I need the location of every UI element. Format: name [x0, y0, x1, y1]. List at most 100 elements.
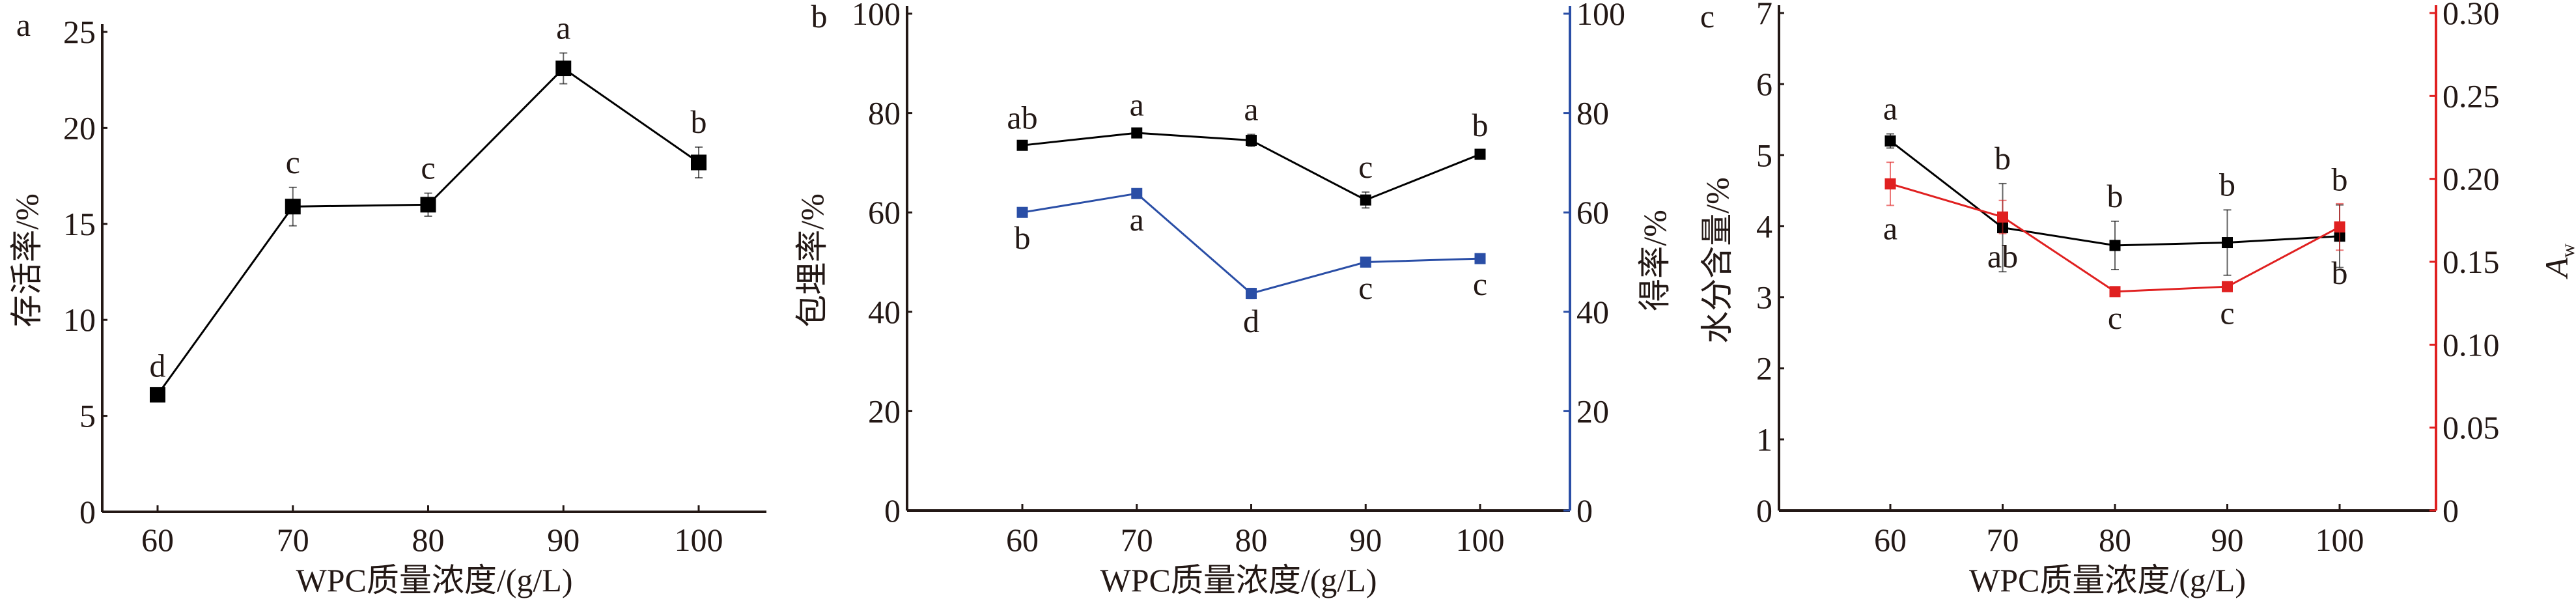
x-axis-label: WPC质量浓度/(g/L) — [1100, 562, 1377, 598]
y-tick-label: 6 — [1756, 66, 1772, 102]
x-tick-label: 70 — [277, 522, 309, 558]
significance-label: c — [2108, 300, 2122, 336]
y-tick-label: 100 — [852, 0, 901, 32]
x-axis-label: WPC质量浓度/(g/L) — [1969, 562, 2246, 598]
data-point — [1884, 135, 1896, 147]
y-tick-label: 5 — [1756, 137, 1772, 173]
x-tick-label: 100 — [675, 522, 723, 558]
data-point — [1131, 127, 1143, 139]
panel-b: b 0 20 40 60 80 100 60 70 80 90 100 WPC质量浓度/(g/L) 包埋率… — [794, 0, 1673, 598]
significance-label: c — [1473, 266, 1487, 302]
x-tick-label: 100 — [2316, 522, 2364, 558]
panel-letter: a — [16, 7, 31, 43]
y-tick-label: 2 — [1756, 350, 1772, 387]
y-right-tick-label: 0 — [2443, 492, 2459, 529]
data-point — [2109, 286, 2121, 298]
data-point — [150, 387, 165, 403]
significance-label: d — [1243, 303, 1259, 339]
significance-label: b — [2332, 255, 2348, 291]
y-tick-label: 0 — [884, 492, 901, 529]
data-point — [420, 197, 436, 213]
x-tick-label: 90 — [2211, 522, 2244, 558]
y-right-tick-label: 80 — [1576, 95, 1609, 132]
y-tick-label: 15 — [63, 206, 96, 242]
data-point — [1246, 288, 1257, 300]
series-line — [1022, 192, 1481, 295]
y-right-tick-label: 0.25 — [2443, 77, 2500, 114]
y-tick-label: 7 — [1756, 0, 1772, 31]
data-point — [1016, 206, 1028, 218]
significance-label: c — [1358, 148, 1373, 185]
data-point — [2222, 281, 2233, 292]
significance-label: a — [1130, 87, 1144, 123]
data-point — [1360, 257, 1371, 268]
x-tick-label: 60 — [1006, 522, 1039, 558]
y-axis-label: 包埋率/% — [794, 193, 830, 328]
panel-letter: b — [811, 0, 828, 35]
data-point — [555, 61, 572, 77]
y-axis-label: 存活率/% — [8, 193, 45, 328]
data-point — [1016, 139, 1028, 151]
y-right-tick-label: 0.05 — [2443, 410, 2500, 446]
x-tick-label: 80 — [1235, 522, 1268, 558]
series-1: ab a a c b — [1007, 87, 1489, 209]
y-right-tick-label: 0.20 — [2443, 161, 2500, 197]
x-tick-label: 60 — [1874, 522, 1907, 558]
data-point — [285, 199, 301, 215]
y-right-tick-label: 0.30 — [2443, 0, 2500, 31]
x-tick-label: 90 — [547, 522, 580, 558]
data-point — [2334, 221, 2345, 233]
data-point — [1474, 148, 1486, 160]
y-tick-label: 80 — [868, 95, 901, 132]
x-axis-label: WPC质量浓度/(g/L) — [296, 562, 573, 598]
significance-label: a — [1883, 210, 1897, 246]
y-right-tick-label: 20 — [1576, 393, 1609, 429]
significance-label: c — [1358, 270, 1373, 306]
y-tick-label: 0 — [1756, 492, 1772, 529]
panel-letter: c — [1700, 0, 1715, 35]
y-right-tick-label: 0.10 — [2443, 326, 2500, 363]
data-point — [2222, 237, 2233, 249]
y-axis-label-right-subscript: w — [2557, 244, 2576, 258]
data-point — [2109, 240, 2121, 251]
data-point — [1246, 135, 1257, 147]
x-tick-label: 100 — [1456, 522, 1505, 558]
series-1: abb b b — [1883, 91, 2348, 276]
data-point — [691, 154, 707, 171]
x-tick-label: 60 — [141, 522, 174, 558]
y-right-tick-label: 0 — [1576, 492, 1593, 529]
y-axis-label: 水分含量/% — [1699, 177, 1735, 344]
x-tick-label: 70 — [1121, 522, 1153, 558]
x-tick-label: 80 — [412, 522, 445, 558]
y-axis-label-right: 得率/% — [1636, 210, 1673, 311]
y-tick-label: 3 — [1756, 279, 1772, 316]
significance-label: b — [1995, 140, 2011, 176]
x-tick-label: 80 — [2099, 522, 2131, 558]
data-point — [1997, 211, 2008, 223]
x-tick-label: 70 — [1987, 522, 2019, 558]
significance-label: b — [691, 104, 707, 140]
significance-label: b — [1472, 107, 1489, 143]
series-2: a ab c c b — [1883, 161, 2348, 336]
series-1: d c c a b — [150, 9, 707, 403]
y-tick-label: 0 — [79, 494, 96, 530]
significance-label: a — [1883, 91, 1897, 127]
data-point — [1360, 194, 1371, 206]
data-point — [1131, 188, 1143, 199]
y-tick-label: 40 — [868, 294, 901, 330]
significance-label: a — [1244, 91, 1258, 127]
significance-label: b — [1015, 219, 1031, 256]
data-point — [1474, 253, 1486, 264]
y-tick-label: 4 — [1756, 208, 1772, 244]
y-right-tick-label: 100 — [1576, 0, 1625, 32]
significance-label: b — [2219, 166, 2235, 203]
significance-label: ab — [1987, 238, 2018, 275]
significance-label: ab — [1007, 99, 1037, 135]
y-tick-label: 5 — [79, 398, 96, 434]
x-tick-label: 90 — [1349, 522, 1382, 558]
series-2: b a d c c — [1015, 188, 1487, 339]
significance-label: d — [150, 347, 166, 384]
y-tick-label: 1 — [1756, 421, 1772, 458]
panel-a: a 0 5 10 15 20 25 60 70 80 90 100 WPC质量浓度/(g/L) 存活率/%… — [8, 7, 766, 598]
panel-c: c 0 1 2 3 4 5 6 7 60 70 80 90 100 WPC质量浓度/(g/L) 水分含量/% 0… — [1699, 0, 2576, 598]
